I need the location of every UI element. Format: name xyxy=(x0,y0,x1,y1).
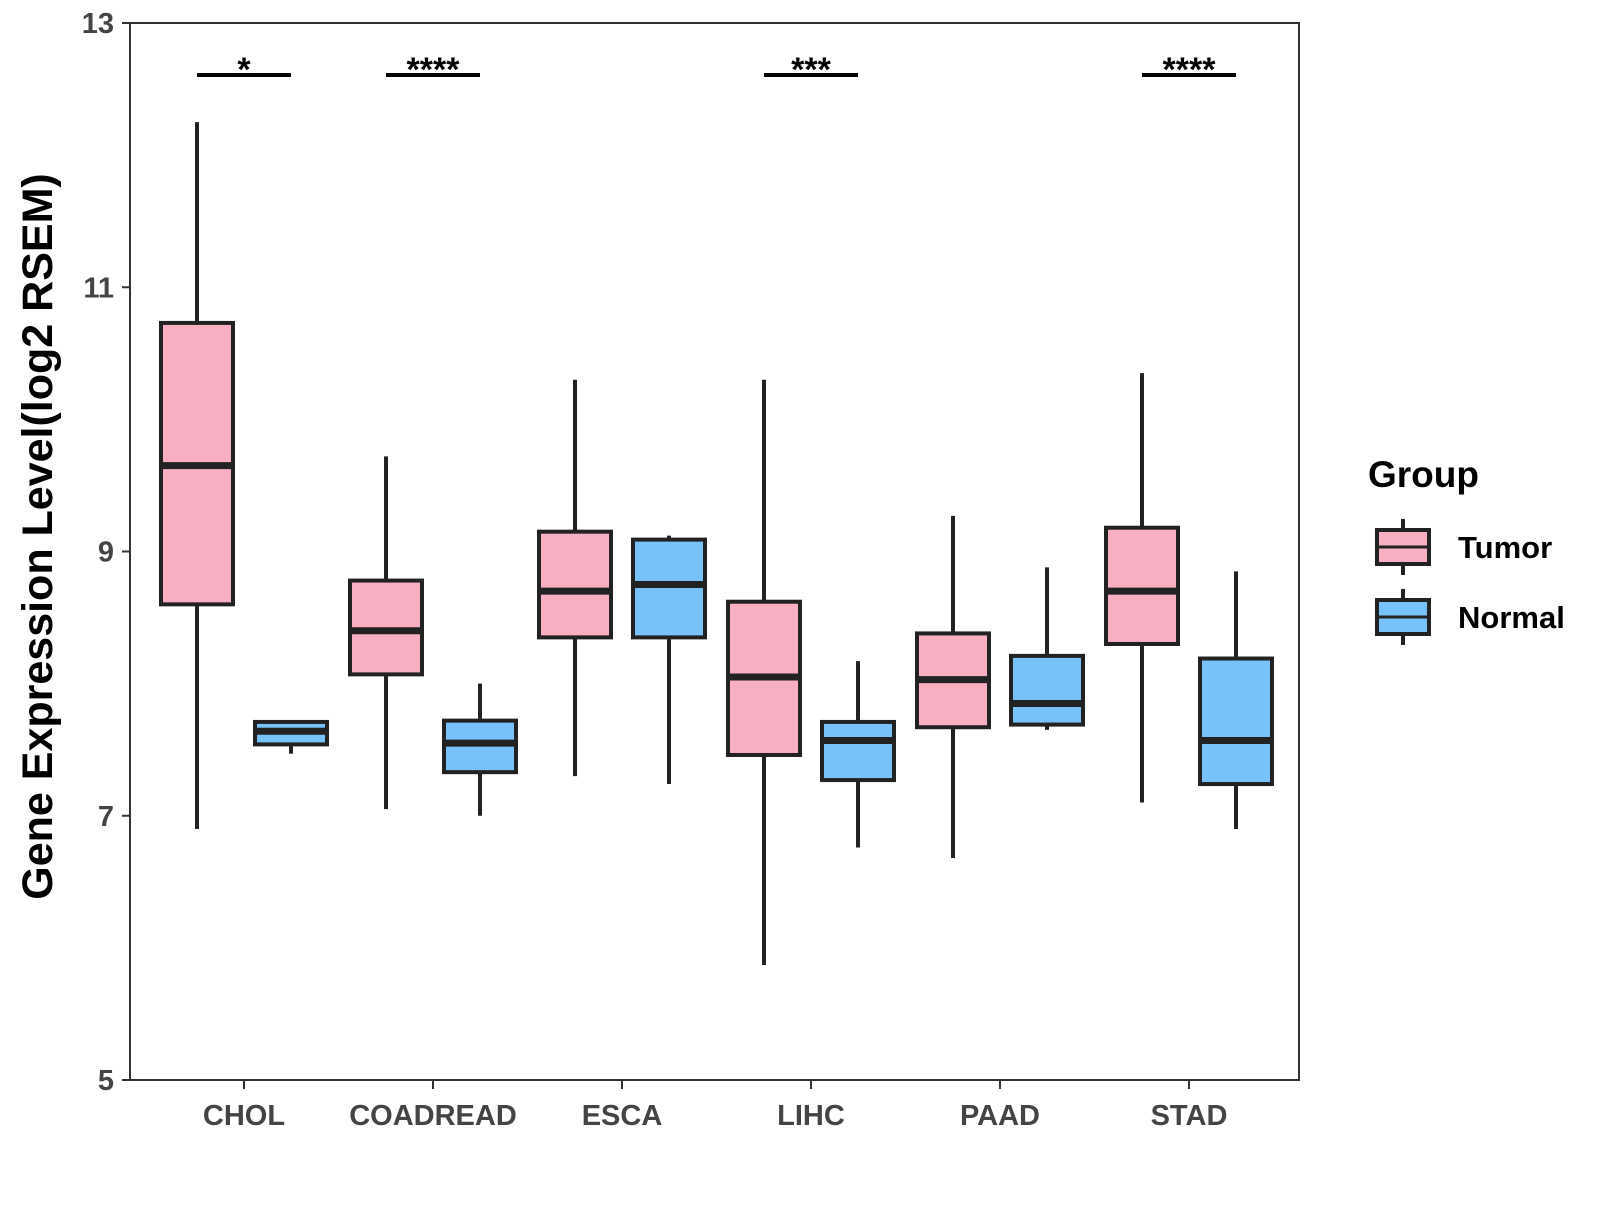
significance-label: **** xyxy=(407,51,461,89)
x-tick-label-stad: STAD xyxy=(1151,1100,1228,1132)
legend-item-normal: Normal xyxy=(1375,589,1565,645)
significance-label: **** xyxy=(1163,51,1217,89)
box-normal-paad xyxy=(1009,567,1085,730)
legend-item-tumor: Tumor xyxy=(1375,519,1552,575)
box-iqr xyxy=(1009,653,1085,727)
box-tumor-chol xyxy=(159,122,235,829)
box-normal-lihc xyxy=(820,661,896,848)
legend-label: Tumor xyxy=(1458,530,1552,565)
box-normal-stad xyxy=(1198,571,1274,829)
y-tick-label: 13 xyxy=(82,8,114,40)
significance-label: *** xyxy=(791,51,831,89)
significance-label: * xyxy=(237,51,251,89)
y-tick-label: 9 xyxy=(98,537,114,569)
x-tick-label-esca: ESCA xyxy=(582,1100,663,1132)
y-axis-title: Gene Expression Level(log2 RSEM) xyxy=(14,173,62,899)
x-axis: CHOL COADREAD ESCA LIHC PAAD STAD xyxy=(203,1080,1227,1132)
y-tick-label: 5 xyxy=(98,1065,114,1097)
box-tumor-esca xyxy=(537,379,613,777)
box-normal-chol xyxy=(253,719,329,754)
x-tick-label-lihc: LIHC xyxy=(777,1100,845,1132)
box-tumor-coadread xyxy=(348,456,424,810)
box-normal-esca xyxy=(631,535,707,785)
box-iqr xyxy=(537,529,613,640)
box-iqr xyxy=(631,537,707,640)
significance-layer: * **** *** **** xyxy=(197,51,1236,89)
x-tick-label-chol: CHOL xyxy=(203,1100,285,1132)
legend-label: Normal xyxy=(1458,600,1565,635)
x-tick-label-paad: PAAD xyxy=(960,1100,1040,1132)
box-tumor-stad xyxy=(1104,373,1180,803)
box-iqr xyxy=(1198,656,1274,787)
box-normal-coadread xyxy=(442,683,518,816)
legend: Group Tumor Normal xyxy=(1368,454,1565,645)
boxes-layer xyxy=(159,122,1274,966)
y-axis: 5 7 9 11 13 xyxy=(82,8,130,1097)
box-iqr xyxy=(1104,525,1180,646)
legend-title: Group xyxy=(1368,454,1479,495)
box-tumor-lihc xyxy=(726,379,802,966)
y-tick-label: 11 xyxy=(83,272,114,304)
x-tick-label-coadread: COADREAD xyxy=(349,1100,517,1132)
box-tumor-paad xyxy=(915,515,991,859)
y-tick-label: 7 xyxy=(98,801,114,833)
box-iqr xyxy=(820,719,896,783)
